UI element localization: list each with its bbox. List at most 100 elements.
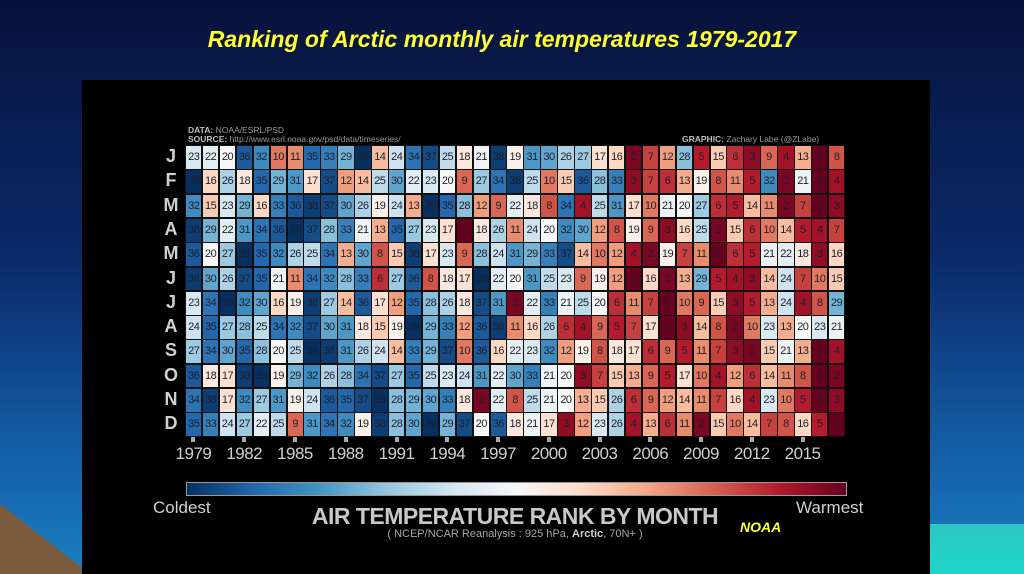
heatmap-cell: 32 (286, 315, 304, 340)
heatmap-cell: 1 (811, 363, 829, 389)
heatmap-cell: 9 (286, 412, 304, 438)
heatmap-cell: 11 (286, 145, 304, 170)
heatmap-cell: 17 (438, 217, 457, 243)
subtitle-post: , 70N+ ) (603, 528, 643, 540)
heatmap-cell: 6 (726, 145, 744, 170)
heatmap-cell: 13 (641, 412, 660, 438)
graphic-label: GRAPHIC: (682, 134, 725, 144)
heatmap-cell: 38 (489, 145, 507, 170)
heatmap-cell: 1 (658, 290, 677, 316)
heatmap-cell: 19 (506, 145, 524, 170)
heatmap-cell: 21 (540, 363, 558, 389)
heatmap-cell: 33 (438, 388, 457, 413)
month-label: A (164, 316, 178, 337)
heatmap-cell: 25 (523, 169, 541, 195)
source-url: http://www.esrl.noaa.gov/psd/data/timese… (229, 134, 401, 144)
heatmap-cell: 18 (455, 145, 474, 170)
heatmap-cell: 37 (455, 412, 474, 438)
heatmap-cell: 10 (641, 193, 660, 219)
month-label: O (163, 364, 178, 385)
year-label: 2015 (784, 444, 821, 463)
heatmap-cell: 7 (675, 242, 694, 267)
heatmap-cell: 17 (421, 242, 440, 267)
heatmap-cell: 29 (337, 145, 355, 170)
heatmap-cell: 37 (320, 193, 338, 219)
heatmap-cell: 31 (523, 266, 541, 292)
heatmap-cell: 16 (675, 217, 694, 243)
heatmap-cell: 1 (624, 266, 643, 292)
heatmap-cell: 8 (371, 242, 389, 267)
heatmap-cell: 3 (827, 388, 846, 413)
colorbar-high-label: Warmest (796, 498, 864, 517)
heatmap-cell: 24 (777, 290, 795, 316)
heatmap-cell: 3 (675, 315, 694, 340)
heatmap-cell: 10 (760, 217, 778, 243)
heatmap-cell: 1 (811, 388, 829, 413)
heatmap-cell: 13 (760, 290, 778, 316)
heatmap-cell: 21 (523, 412, 541, 438)
heatmap-cell: 4 (624, 412, 643, 438)
chart-title: AIR TEMPERATURE RANK BY MONTH (311, 503, 719, 529)
month-label: M (163, 194, 179, 215)
heatmap-cell: 14 (692, 315, 710, 340)
heatmap-cell: 23 (523, 339, 541, 365)
heatmap-cell: 6 (743, 363, 761, 389)
heatmap-cell: 2 (692, 412, 710, 438)
heatmap-cell: 12 (337, 169, 355, 195)
heatmap-cell: 39 (303, 339, 321, 365)
heatmap-cell: 35 (185, 412, 203, 438)
heatmap-cell: 28 (455, 193, 474, 219)
heatmap-cell: 24 (455, 363, 474, 389)
heatmap-cell: 39 (185, 169, 203, 195)
heatmap-cell: 11 (506, 315, 524, 340)
heatmap-cell: 8 (709, 169, 727, 195)
year-tick (648, 437, 653, 442)
heatmap-cell: 8 (591, 339, 609, 365)
heatmap-cell: 19 (354, 412, 372, 438)
heatmap-cell: 10 (540, 169, 558, 195)
heatmap-cell: 28 (388, 412, 406, 438)
year-tick (496, 437, 501, 442)
heatmap-cell: 5 (743, 290, 761, 316)
heatmap-cell: 25 (523, 388, 541, 413)
heatmap-cell: 35 (235, 339, 254, 365)
heatmap-cell: 26 (286, 242, 304, 267)
heatmap-cell: 39 (472, 266, 491, 292)
heatmap-cell: 26 (557, 145, 575, 170)
heatmap-cell: 11 (692, 242, 710, 267)
heatmap-cell: 11 (624, 290, 643, 316)
heatmap-cell: 14 (337, 290, 355, 316)
heatmap-cell: 26 (218, 169, 237, 195)
heatmap-cell: 31 (286, 169, 304, 195)
heatmap-cell: 33 (337, 217, 355, 243)
heatmap-cell: 8 (506, 388, 524, 413)
heatmap-cell: 32 (320, 266, 338, 292)
data-label: DATA: (188, 125, 214, 135)
heatmap-cell: 19 (574, 339, 592, 365)
year-label: 1994 (429, 444, 466, 463)
heatmap-cell: 30 (337, 193, 355, 219)
heatmap-cell: 38 (506, 169, 524, 195)
heatmap-cell: 23 (811, 315, 829, 340)
heatmap-cell: 23 (438, 242, 457, 267)
heatmap-cell: 17 (371, 290, 389, 316)
heatmap-cell: 12 (591, 217, 609, 243)
heatmap-cell: 23 (438, 363, 457, 389)
heatmap-cell: 26 (354, 339, 372, 365)
heatmap-cell: 7 (827, 217, 846, 243)
heatmap-cell: 28 (472, 242, 491, 267)
heatmap-cell: 2 (777, 193, 795, 219)
heatmap-cell: 8 (709, 315, 727, 340)
heatmap-cell: 36 (489, 412, 507, 438)
heatmap-cell: 25 (692, 217, 710, 243)
year-tick (292, 437, 297, 442)
heatmap-cell: 9 (455, 169, 474, 195)
heatmap-cell: 39 (235, 242, 254, 267)
heatmap-cell: 15 (709, 290, 727, 316)
heatmap-cell: 8 (827, 145, 846, 170)
heatmap-cell: 14 (777, 217, 795, 243)
heatmap-cell: 24 (185, 315, 203, 340)
heatmap-cell: 30 (506, 363, 524, 389)
heatmap-cell: 31 (269, 388, 287, 413)
heatmap-cell: 36 (235, 145, 254, 170)
